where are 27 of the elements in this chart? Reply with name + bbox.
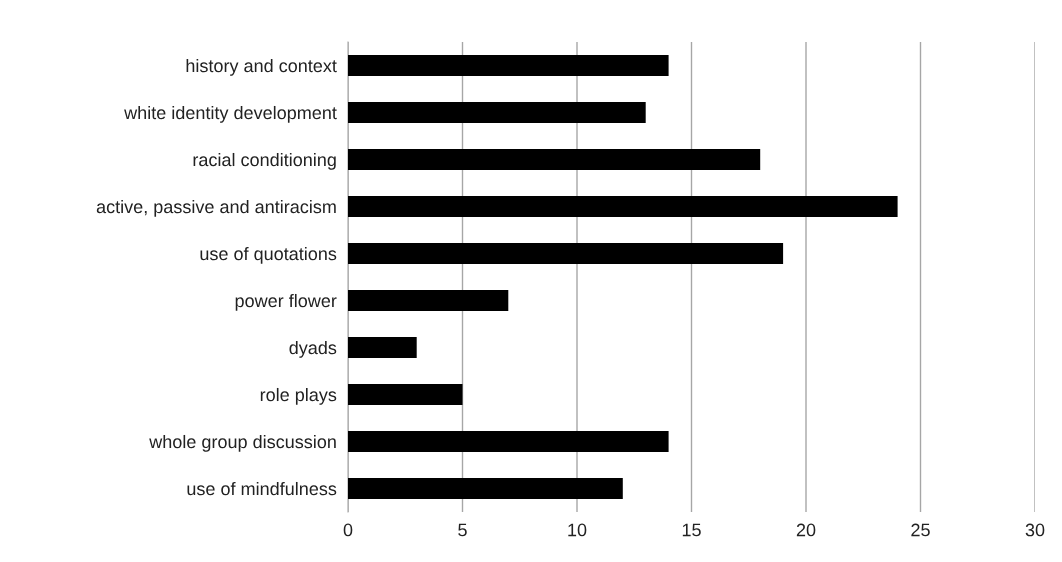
- x-tick-label: 0: [343, 523, 353, 537]
- y-tick-label: use of mindfulness: [187, 481, 337, 496]
- y-tick-label: racial conditioning: [193, 152, 336, 170]
- x-tick-label: 30: [1025, 523, 1045, 537]
- y-tick-label: white identity development: [124, 105, 337, 123]
- x-tick-label: 15: [682, 523, 701, 537]
- x-tick-label: 25: [911, 523, 930, 537]
- y-tick-label: role plays: [260, 387, 337, 405]
- bar: [348, 430, 669, 453]
- x-tick-label: 10: [568, 523, 587, 537]
- x-tick-label: 5: [458, 523, 467, 537]
- bar: [348, 148, 761, 171]
- bar: [348, 242, 784, 265]
- bar: [348, 383, 463, 406]
- bar: [348, 101, 646, 124]
- bar: [348, 336, 417, 359]
- x-tick-label: 20: [796, 523, 816, 537]
- bar: [348, 289, 509, 312]
- y-tick-label: whole group discussion: [149, 434, 336, 452]
- bar: [348, 477, 623, 500]
- bar: [348, 195, 898, 218]
- y-tick-label: active, passive and antiracism: [96, 199, 336, 217]
- y-tick-label: use of quotations: [200, 246, 337, 264]
- y-tick-label: history and context: [186, 58, 337, 76]
- y-tick-label: power flower: [235, 293, 337, 311]
- bar: [348, 54, 669, 77]
- y-tick-label: dyads: [289, 340, 337, 358]
